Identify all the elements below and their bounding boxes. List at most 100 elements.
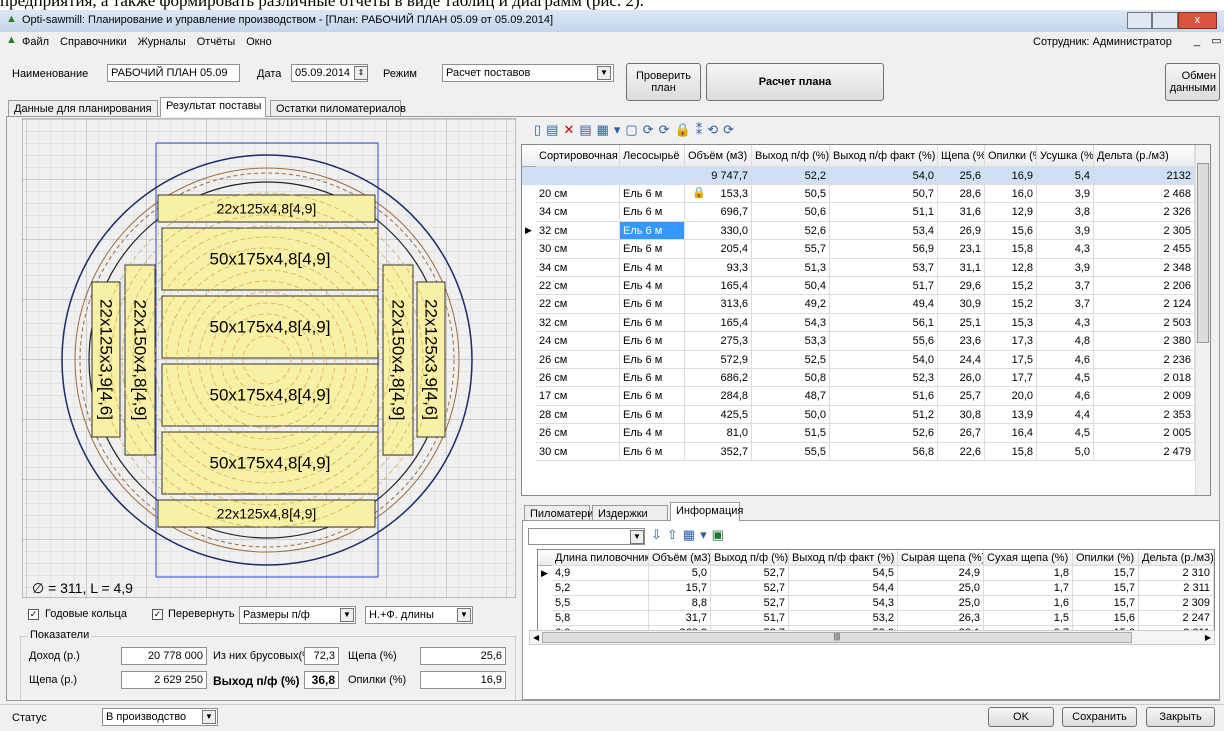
board	[161, 295, 379, 359]
exchange-button[interactable]: Обмен данными	[1165, 63, 1220, 101]
menu-item[interactable]: Файл	[22, 36, 50, 48]
growth-ring	[242, 335, 292, 385]
flip-checkbox[interactable]: ✓	[152, 609, 163, 620]
status-dropdown[interactable]: ▼	[202, 710, 216, 724]
cell: 93,3	[685, 258, 752, 277]
cell: Сухая щепа (%)	[984, 550, 1073, 566]
growth-ring	[143, 236, 391, 484]
growth-ring	[176, 269, 358, 451]
close-button[interactable]: Закрыть	[1146, 707, 1215, 727]
scroll-thumb[interactable]	[1197, 163, 1209, 343]
boards	[91, 194, 446, 528]
menu-item[interactable]: Окно	[246, 36, 272, 48]
check-plan-button[interactable]: Проверить план	[626, 63, 701, 101]
indicator-label: Из них брусовых(%)	[213, 650, 316, 662]
menu-item[interactable]: Отчёты	[196, 36, 236, 48]
lengths-select[interactable]: Н.+Ф. длины	[365, 606, 473, 624]
cell: 2 206	[1094, 277, 1195, 296]
cell: Объём (м3)	[649, 550, 711, 566]
cell: 4,8	[1037, 332, 1094, 351]
menu-item[interactable]: Журналы	[137, 36, 186, 48]
cell: 1,8	[984, 566, 1073, 581]
growth-ring	[99, 192, 435, 528]
name-input[interactable]: РАБОЧИЙ ПЛАН 05.09	[107, 64, 240, 82]
info-dropdown[interactable]: ▼	[630, 530, 644, 544]
mode-dropdown[interactable]: ▼	[597, 66, 611, 80]
date-spin[interactable]: ⇕	[354, 66, 368, 80]
cell: 26,9	[938, 221, 985, 241]
cell: Дельта (р./м3)	[1139, 550, 1214, 566]
cell: 153,3	[685, 185, 752, 204]
board-label: 50x175x4,8[4,9]	[210, 250, 331, 269]
status-select[interactable]: В производство	[102, 708, 218, 726]
info-select[interactable]	[528, 528, 645, 545]
cell: 23,6	[938, 332, 985, 351]
cell: 5,2	[552, 581, 649, 596]
cell: Ель 6 м	[620, 405, 685, 425]
sizes-select[interactable]: Размеры п/ф	[239, 606, 356, 624]
cell: 34 см	[536, 258, 620, 277]
cell: 4,6	[1037, 387, 1094, 406]
cell: 55,7	[752, 240, 830, 259]
tab[interactable]: Информация	[670, 502, 743, 521]
cell: 4,5	[1037, 424, 1094, 443]
cell: 4,4	[1037, 405, 1094, 425]
cell: 50,8	[752, 369, 830, 388]
growth-ring	[132, 225, 402, 495]
mode-select[interactable]: Расчет поставов	[442, 64, 614, 82]
cell: 25,0	[898, 596, 984, 611]
board	[157, 499, 376, 528]
cell: 15,2	[985, 295, 1037, 314]
cell: 1,6	[984, 596, 1073, 611]
cell: Ель 6 м	[620, 350, 685, 369]
cell: 26 см	[536, 350, 620, 369]
cell: Объём (м3)	[685, 145, 752, 167]
cell: 2 311	[1139, 581, 1214, 596]
cell: 4,3	[1037, 240, 1094, 259]
tab[interactable]: Данные для планирования	[8, 100, 158, 117]
board-label: 22x125x3,9[4,6]	[97, 299, 116, 420]
save-button[interactable]: Сохранить	[1062, 707, 1137, 727]
table-toolbar[interactable]: ▯▤✕▤▦▾▢⟳⟳🔒⁑⟲⟳	[534, 122, 739, 137]
lengths-dropdown[interactable]: ▼	[457, 608, 471, 622]
cell: Выход п/ф (%)	[711, 550, 789, 566]
cell: 16,4	[985, 424, 1037, 443]
cell: Выход п/ф факт (%)	[830, 145, 938, 167]
cell: Выход п/ф факт (%)	[789, 550, 898, 566]
cell: 50,5	[752, 185, 830, 204]
name-label: Наименование	[12, 68, 89, 80]
board	[382, 264, 414, 456]
cell: Ель 6 м	[620, 203, 685, 222]
cell: Опилки (%)	[985, 145, 1037, 167]
status-label: Статус	[12, 712, 47, 724]
cell: 32 см	[536, 221, 620, 241]
growth-ring	[198, 291, 336, 429]
cell: 2 124	[1094, 295, 1195, 314]
cell: 51,7	[711, 611, 789, 626]
cell: Ель 4 м	[620, 424, 685, 443]
cell: Ель 6 м	[620, 313, 685, 333]
tab[interactable]: Результат поставы	[160, 97, 266, 117]
ok-button[interactable]: OK	[988, 707, 1054, 727]
cell: Лесосырьё	[620, 145, 685, 167]
tab[interactable]: Остатки пиломатериалов	[270, 100, 406, 117]
cell: 275,3	[685, 332, 752, 351]
rings-checkbox[interactable]: ✓	[28, 609, 39, 620]
board	[157, 194, 376, 223]
tab[interactable]: Издержки	[592, 505, 668, 522]
cell: 52,3	[830, 369, 938, 388]
h-scrollbar[interactable]: ◀ ||| ▶	[529, 630, 1215, 645]
mdi-controls: _ ▭	[1194, 35, 1224, 47]
summary-bg	[522, 167, 1195, 185]
cell: 31,6	[938, 203, 985, 222]
date-input[interactable]: 05.09.2014	[291, 64, 368, 82]
cell: 330,0	[685, 221, 752, 241]
cell: 352,7	[685, 442, 752, 461]
cell: 81,0	[685, 424, 752, 443]
growth-ring	[165, 258, 369, 462]
calc-plan-button[interactable]: Расчет плана	[706, 63, 884, 101]
info-toolbar[interactable]: ⇩⇧▦▾▣	[651, 527, 729, 542]
cell: 54,3	[789, 596, 898, 611]
sizes-dropdown[interactable]: ▼	[340, 608, 354, 622]
menu-item[interactable]: Справочники	[60, 36, 127, 48]
